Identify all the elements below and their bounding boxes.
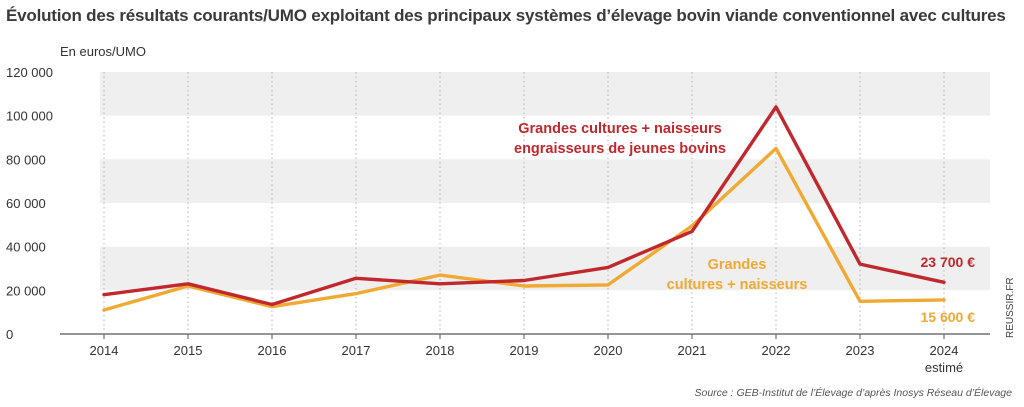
x-tick-label: 2017 (342, 343, 371, 358)
x-tick-label: 2020 (594, 343, 623, 358)
y-tick-label: 40 000 (6, 240, 46, 255)
x-tick-label: 2015 (174, 343, 203, 358)
source-label: Source : GEB-Institut de l’Élevage d’apr… (694, 386, 1012, 399)
y-tick-label: 100 000 (6, 109, 53, 124)
x-tick-label: 2023 (846, 343, 875, 358)
series-label-line: cultures + naisseurs (667, 277, 808, 293)
x-tick-label: 2019 (510, 343, 539, 358)
series-end-value: 23 700 € (921, 254, 976, 270)
credit-label: REUSSIR.FR (1005, 277, 1016, 338)
y-axis-unit-label: En euros/UMO (60, 44, 146, 59)
series-label-line: Grandes cultures + naisseurs (518, 121, 722, 137)
grid-band (100, 246, 990, 291)
x-tick-label: 2016 (258, 343, 287, 358)
series-line (102, 105, 946, 307)
x-tick-label: 2024 (930, 343, 959, 358)
grid-bands (60, 72, 990, 335)
chart-title: Évolution des résultats courants/UMO exp… (6, 6, 1006, 25)
x-tick-label: 2021 (678, 343, 707, 358)
x-axis-ticks: 2014 2015 2016 2017 2018 2019 2020 2021 2022 2023… (90, 334, 963, 375)
x-tick-label: 2018 (426, 343, 455, 358)
grid-band (100, 72, 990, 116)
y-tick-label: 20 000 (6, 283, 46, 298)
y-tick-label: 80 000 (6, 152, 46, 167)
series-layer (102, 105, 946, 312)
y-tick-label: 120 000 (6, 65, 53, 80)
series-label-line: Grandes (708, 257, 767, 273)
y-tick-label: 60 000 (6, 196, 46, 211)
grid-band (100, 159, 990, 203)
series-line (102, 146, 946, 312)
x-tick-label: 2014 (90, 343, 119, 358)
x-tick-label: 2022 (762, 343, 791, 358)
y-axis-ticks: 0 20 000 40 000 60 000 80 000 100 000 120 000 (6, 65, 53, 342)
y-tick-label: 0 (6, 327, 13, 342)
series-label-line: engraisseurs de jeunes bovins (514, 141, 726, 157)
x-tick-sublabel: estimé (925, 360, 963, 375)
series-end-value: 15 600 € (921, 309, 976, 325)
series-labels: Grandes cultures + naisseurs engraisseurs… (514, 121, 975, 325)
vertical-dotted-guides (103, 72, 945, 334)
